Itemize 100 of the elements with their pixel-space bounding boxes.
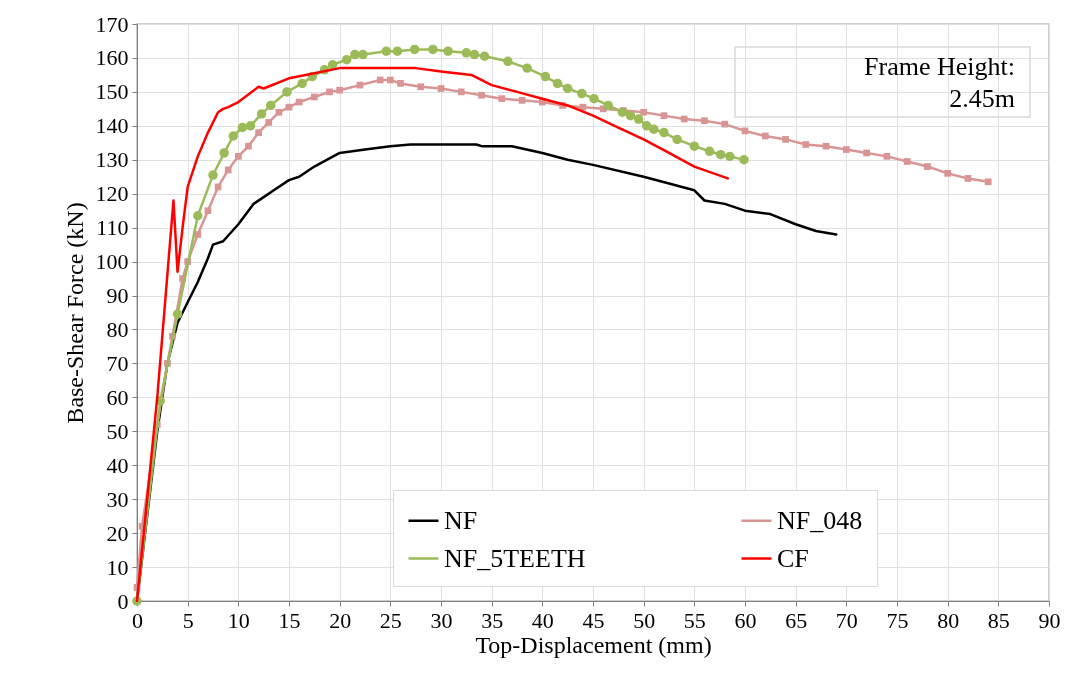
point <box>649 124 659 134</box>
x-tick-label: 20 <box>329 607 352 633</box>
point <box>924 163 931 170</box>
point <box>255 129 262 136</box>
y-axis-title: Base-Shear Force (kN) <box>61 202 88 424</box>
x-tick-label: 85 <box>987 607 1010 633</box>
point <box>376 76 384 84</box>
x-tick-label: 30 <box>430 607 453 633</box>
point <box>802 141 810 148</box>
legend-label: CF <box>777 543 809 573</box>
y-tick-label: 30 <box>106 486 129 512</box>
point <box>503 56 513 67</box>
point <box>266 100 276 111</box>
point <box>392 46 403 56</box>
x-tick-label: 40 <box>531 607 554 633</box>
point <box>689 141 700 151</box>
point <box>342 54 352 65</box>
point <box>562 83 573 94</box>
point <box>245 142 252 150</box>
point <box>358 49 368 60</box>
point <box>721 120 729 128</box>
point <box>984 178 992 186</box>
point <box>237 122 248 133</box>
point <box>193 211 203 221</box>
y-tick-label: 20 <box>106 520 129 546</box>
point <box>883 153 891 160</box>
point <box>265 119 273 126</box>
x-tick-label: 65 <box>785 607 808 633</box>
point <box>204 207 212 215</box>
point <box>443 46 453 56</box>
point <box>256 109 267 119</box>
point <box>457 88 465 96</box>
point <box>285 103 293 111</box>
point <box>725 151 735 162</box>
point <box>944 169 952 177</box>
legend-label: NF_048 <box>777 505 863 535</box>
point <box>672 134 682 145</box>
point <box>479 51 490 61</box>
point <box>540 71 551 82</box>
point <box>701 117 708 125</box>
point <box>625 110 636 121</box>
x-tick-label: 50 <box>633 607 656 633</box>
point <box>336 86 344 94</box>
point <box>761 132 769 140</box>
point <box>245 121 256 131</box>
y-tick-label: 80 <box>106 316 129 342</box>
x-tick-label: 15 <box>278 607 301 633</box>
point <box>498 95 506 103</box>
x-axis-title: Top-Displacement (mm) <box>475 631 712 658</box>
annotation: Frame Height: 2.45m <box>864 52 1015 113</box>
point <box>603 100 613 111</box>
x-tick-label: 55 <box>683 607 706 633</box>
point <box>842 146 850 153</box>
point <box>964 175 972 182</box>
point <box>518 97 526 104</box>
x-tick-label: 60 <box>734 607 757 633</box>
legend-label: NF_5TEETH <box>444 543 586 573</box>
point <box>704 146 715 157</box>
y-tick-label: 100 <box>95 249 129 275</box>
y-tick-label: 120 <box>95 181 129 207</box>
point <box>417 83 425 91</box>
point <box>172 309 183 319</box>
point <box>275 108 283 116</box>
x-tick-label: 5 <box>182 607 194 633</box>
point <box>659 127 669 138</box>
point <box>381 46 392 56</box>
y-tick-label: 90 <box>106 283 129 309</box>
y-tick-label: 130 <box>95 147 129 173</box>
x-tick-label: 80 <box>937 607 960 633</box>
point <box>428 44 438 55</box>
point <box>552 78 563 89</box>
point <box>782 136 789 143</box>
y-tick-label: 70 <box>106 350 129 376</box>
point <box>297 78 307 89</box>
point <box>522 63 532 73</box>
point <box>660 112 668 119</box>
point <box>715 149 726 160</box>
y-tick-label: 150 <box>95 79 129 105</box>
point <box>228 131 239 141</box>
y-tick-label: 60 <box>106 384 129 410</box>
point <box>680 115 688 123</box>
point <box>326 88 333 96</box>
x-tick-label: 70 <box>835 607 858 633</box>
x-tick-label: 45 <box>582 607 605 633</box>
point <box>409 44 420 55</box>
point <box>224 166 232 174</box>
x-tick-label: 35 <box>481 607 504 633</box>
x-tick-label: 25 <box>379 607 402 633</box>
point <box>461 48 472 58</box>
point <box>437 85 445 92</box>
point <box>208 170 218 180</box>
y-tick-label: 50 <box>106 418 129 444</box>
x-tick-label: 90 <box>1038 607 1061 633</box>
y-tick-label: 110 <box>96 215 129 241</box>
x-tick-label: 75 <box>886 607 909 633</box>
point <box>640 108 648 116</box>
point <box>822 142 830 150</box>
point <box>469 49 480 60</box>
y-tick-label: 140 <box>95 113 129 139</box>
point <box>903 158 911 165</box>
